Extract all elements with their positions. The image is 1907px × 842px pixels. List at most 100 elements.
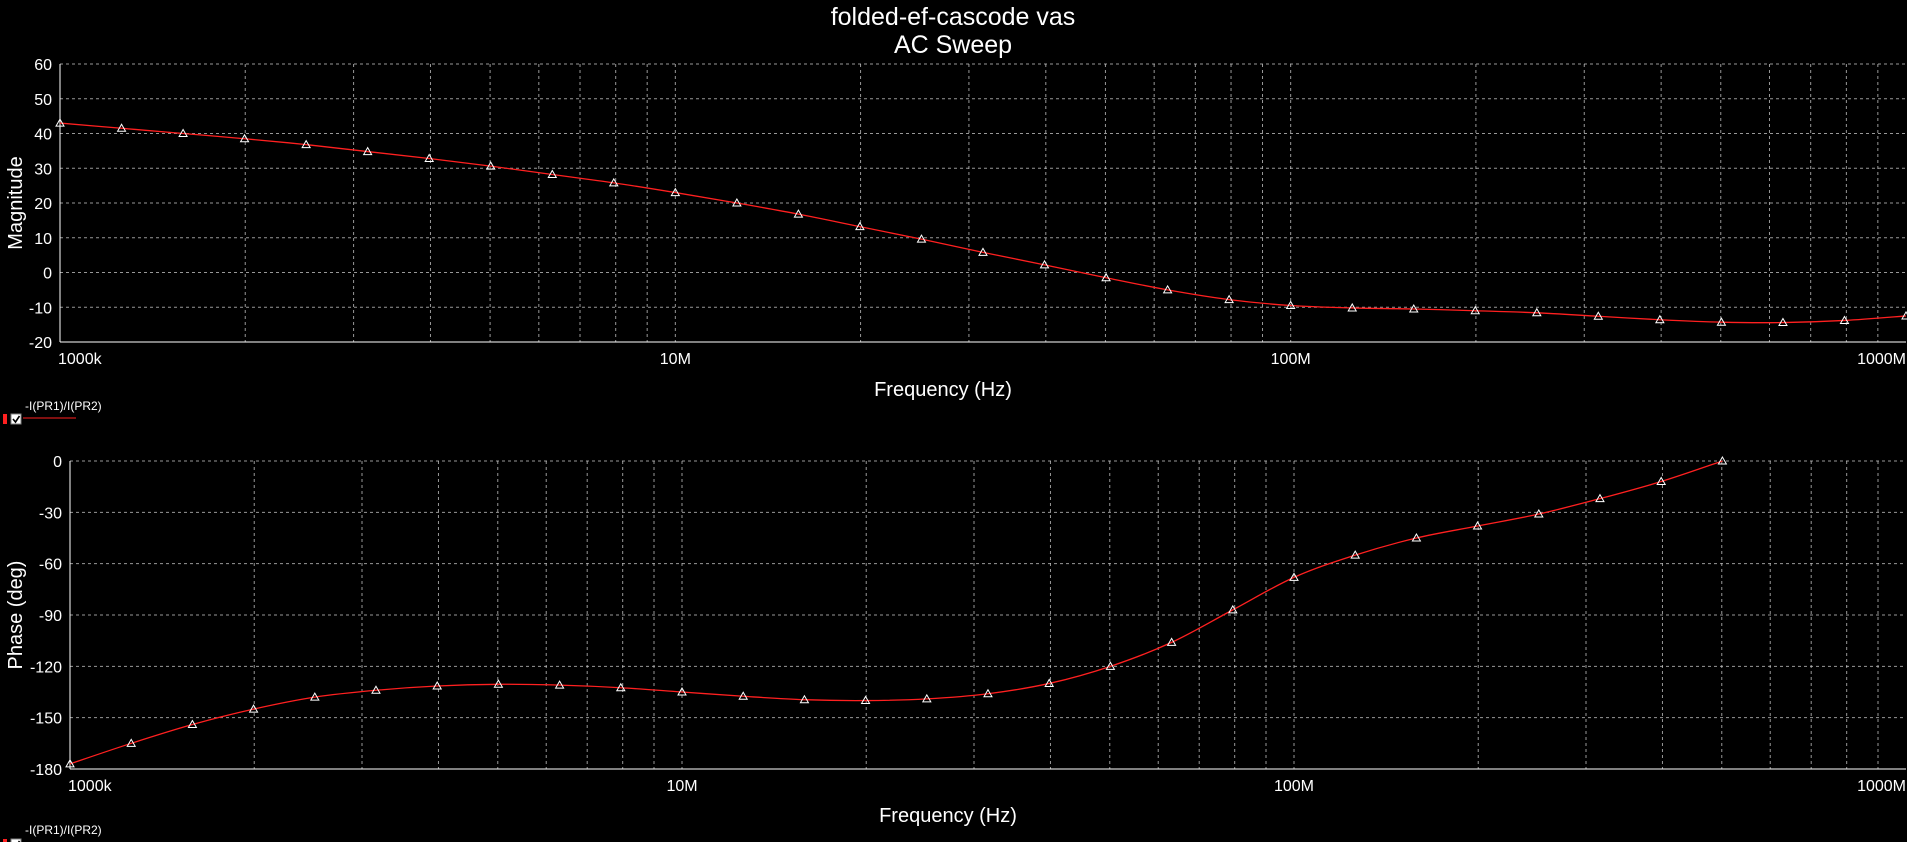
phase-plot: 0 -30 -60 -90 -120 -150 -180 1000k 10M 100M 1000M F…: [3, 454, 1906, 842]
magnitude-data-point: [1593, 311, 1604, 320]
magnitude-data-point: [301, 139, 312, 149]
phase-y-tick-label: -60: [39, 557, 62, 574]
phase-series-line: [69, 460, 1723, 765]
phase-y-tick-label: -30: [39, 505, 62, 522]
magnitude-y-tick-label: 40: [34, 127, 52, 144]
phase-y-tick-label: -90: [39, 608, 62, 625]
phase-data-point: [1350, 550, 1361, 559]
chart-subtitle: AC Sweep: [894, 31, 1012, 59]
magnitude-data-point: [978, 247, 988, 256]
magnitude-data-point: [1901, 310, 1907, 320]
phase-data-point: [1411, 532, 1422, 542]
phase-data-point: [677, 686, 687, 696]
phase-y-axis-label: Phase (deg): [5, 561, 27, 670]
magnitude-data-point: [1531, 307, 1542, 317]
magnitude-series-line: [59, 122, 1907, 324]
magnitude-y-tick-label: 10: [34, 231, 52, 248]
magnitude-data-point: [116, 123, 127, 132]
phase-data-point: [1166, 637, 1177, 646]
magnitude-data-point: [1162, 284, 1173, 294]
magnitude-data-point: [547, 169, 558, 179]
phase-data-point: [1044, 678, 1055, 687]
phase-data-point: [799, 694, 810, 704]
phase-y-tick-label: 0: [53, 454, 62, 471]
magnitude-data-point: [670, 187, 681, 197]
magnitude-y-tick-label: 30: [34, 161, 52, 178]
phase-y-tick-label: -120: [30, 659, 62, 676]
phase-data-point: [921, 693, 932, 703]
magnitude-y-tick-label: -10: [29, 300, 52, 317]
phase-legend-marker: [3, 839, 7, 842]
magnitude-data-point: [916, 234, 927, 243]
magnitude-data-point: [608, 177, 619, 187]
magnitude-y-tick-label: 60: [34, 57, 52, 74]
magnitude-data-point: [55, 118, 65, 127]
magnitude-data-point: [1839, 315, 1850, 324]
phase-data-point: [1105, 661, 1116, 670]
phase-x-axis-label: Frequency (Hz): [879, 805, 1017, 827]
magnitude-x-tick-label: 1000M: [1857, 351, 1906, 368]
phase-data-point: [1289, 572, 1299, 581]
magnitude-y-axis-label: Magnitude: [5, 156, 27, 249]
magnitude-data-point: [1039, 259, 1050, 269]
magnitude-data-point: [485, 161, 496, 170]
magnitude-data-point: [1224, 294, 1234, 304]
magnitude-x-tick-label: 100M: [1271, 351, 1311, 368]
phase-data-point: [1472, 521, 1483, 530]
phase-data-point: [371, 685, 381, 694]
magnitude-x-axis-label: Frequency (Hz): [874, 379, 1012, 401]
magnitude-data-point: [1408, 303, 1419, 313]
phase-data-point: [432, 681, 443, 690]
magnitude-y-tick-label: 20: [34, 196, 52, 213]
magnitude-data-point: [855, 221, 865, 231]
magnitude-legend-marker: [3, 414, 7, 424]
legend-checkbox-icon: [10, 838, 22, 842]
phase-data-point: [1533, 509, 1544, 518]
magnitude-data-point: [1347, 302, 1358, 312]
magnitude-y-tick-label: 0: [43, 266, 52, 283]
magnitude-data-point: [1778, 317, 1788, 327]
magnitude-data-point: [1716, 317, 1727, 326]
phase-data-point: [983, 688, 993, 698]
phase-x-tick-label: 1000k: [68, 778, 113, 795]
magnitude-x-tick-label: 10M: [660, 351, 691, 368]
phase-x-tick-label: 1000M: [1857, 778, 1906, 795]
magnitude-x-tick-label: 1000k: [58, 351, 103, 368]
phase-data-point: [615, 682, 626, 692]
phase-data-point: [1227, 604, 1238, 614]
legend-checkbox-icon: [10, 413, 22, 425]
phase-data-point: [309, 692, 320, 701]
magnitude-data-point: [1101, 272, 1111, 282]
phase-x-tick-label: 100M: [1274, 778, 1314, 795]
phase-data-point: [248, 704, 259, 713]
phase-data-point: [493, 679, 504, 688]
magnitude-legend: -I(PR1)/I(PR2): [3, 399, 102, 425]
chart-title: folded-ef-cascode vas: [831, 3, 1076, 31]
magnitude-legend-label: -I(PR1)/I(PR2): [25, 399, 102, 413]
phase-data-point: [860, 695, 871, 705]
checkmark-icon: [12, 415, 21, 424]
magnitude-data-point: [732, 197, 742, 207]
phase-data-point: [738, 691, 749, 700]
magnitude-plot: 60 50 40 30 20 10 0 -10 -20 1000k 10M 100M 1000M Freq…: [3, 57, 1907, 425]
phase-data-point: [65, 758, 75, 768]
magnitude-y-tick-label: 50: [34, 92, 52, 109]
phase-data-point: [1717, 455, 1728, 465]
phase-data-point: [187, 719, 198, 729]
magnitude-data-point: [793, 209, 804, 218]
magnitude-y-tick-label: -20: [29, 335, 52, 352]
phase-data-point: [1595, 493, 1605, 503]
magnitude-data-point: [362, 146, 373, 156]
phase-legend: -I(PR1)/I(PR2): [3, 823, 102, 842]
phase-y-tick-label: -150: [30, 711, 62, 728]
phase-data-point: [554, 680, 565, 689]
magnitude-data-point: [424, 153, 435, 163]
phase-y-tick-label: -180: [30, 762, 62, 779]
phase-x-tick-label: 10M: [666, 778, 697, 795]
magnitude-data-point: [239, 133, 250, 143]
magnitude-data-point: [178, 128, 188, 137]
magnitude-data-point: [1285, 300, 1296, 310]
phase-data-point: [1656, 476, 1667, 486]
phase-data-point: [126, 738, 137, 747]
